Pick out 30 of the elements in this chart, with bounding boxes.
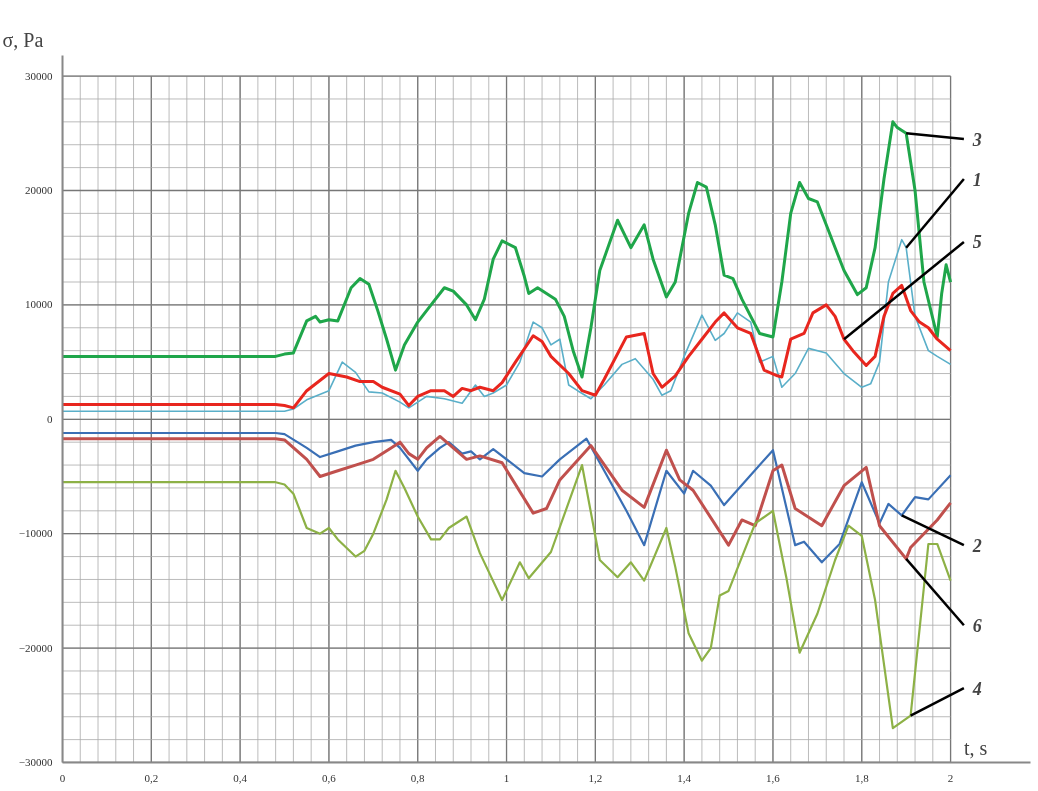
text: 5: [972, 232, 982, 253]
x-tick-label: 1,8: [854, 771, 870, 784]
line-series: [62, 120, 953, 379]
y-axis-title: σ, Pa: [2, 28, 44, 51]
line-series: [62, 283, 953, 410]
x-tick-label: 1,2: [588, 771, 603, 784]
x-tick-label: 2: [947, 771, 954, 784]
x-tick-label: 1,6: [766, 771, 781, 784]
x-axis-title: t, s: [963, 736, 988, 759]
y-tick-label: −20000: [18, 641, 53, 654]
x-tick-label: 1: [503, 771, 510, 784]
text: 6: [972, 615, 982, 636]
x-tick-label: 0,4: [233, 771, 248, 784]
text: 1: [972, 169, 982, 190]
y-tick-label: −30000: [18, 756, 53, 768]
text: 2: [971, 535, 982, 556]
line-series: [62, 463, 952, 730]
line-series: [62, 238, 952, 413]
y-tick-label: 0: [47, 412, 53, 425]
x-tick-label: 0,6: [322, 771, 337, 784]
x-tick-label: 0: [59, 771, 66, 784]
y-tick-label: 30000: [25, 69, 53, 82]
text: 3: [971, 129, 982, 150]
y-tick-label: 10000: [25, 298, 53, 311]
text: 4: [971, 678, 982, 699]
y-tick-label: 20000: [25, 183, 53, 196]
x-tick-label: 1,4: [677, 771, 692, 784]
x-tick-label: 0,2: [144, 771, 159, 784]
y-tick-label: −10000: [18, 527, 53, 540]
x-tick-label: 0,8: [410, 771, 426, 784]
